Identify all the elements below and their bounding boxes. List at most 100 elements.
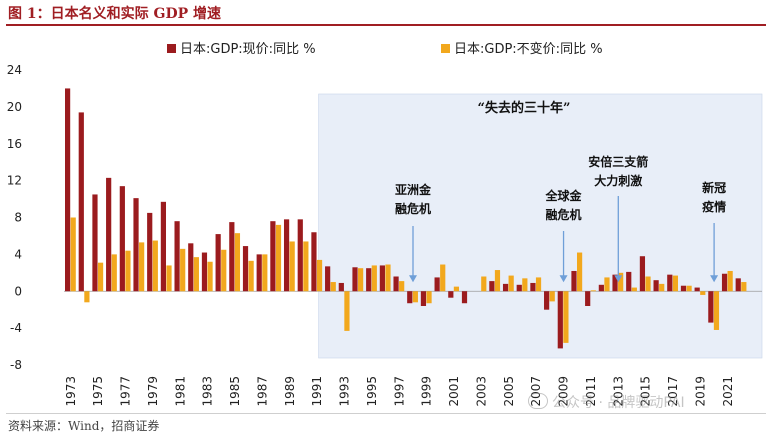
bar-nominal bbox=[489, 281, 495, 292]
annotation-covid-text: 新冠 bbox=[702, 180, 726, 195]
legend-swatch-nominal bbox=[167, 44, 176, 53]
gdp-growth-chart: 24 20 16 12 8 4 0 -4 -8 1973 1975 1977 1979 1981 1983 1… bbox=[7, 41, 763, 407]
y-tick-label: 0 bbox=[14, 284, 22, 298]
bar-nominal bbox=[434, 277, 440, 292]
bar-nominal bbox=[215, 234, 221, 292]
bar-nominal bbox=[229, 222, 235, 292]
annotation-abenomics-text: 安倍三支箭 bbox=[588, 154, 648, 169]
bar-nominal bbox=[448, 291, 454, 298]
bar-real bbox=[316, 259, 323, 292]
bar-real bbox=[440, 264, 446, 292]
x-tick-label: 1975 bbox=[91, 376, 105, 407]
bar-real bbox=[275, 224, 282, 292]
bar-real bbox=[412, 291, 418, 303]
bar-nominal bbox=[201, 252, 208, 292]
x-tick-label: 2021 bbox=[721, 376, 735, 407]
bar-nominal bbox=[256, 254, 262, 292]
bar-real bbox=[631, 287, 637, 292]
bar-real bbox=[481, 276, 487, 292]
bar-real bbox=[399, 281, 405, 292]
bar-nominal bbox=[65, 88, 71, 292]
bar-nominal bbox=[297, 219, 303, 292]
annotation-global-crisis-arrowhead bbox=[559, 275, 568, 283]
bar-real bbox=[659, 283, 665, 292]
wechat-icon bbox=[528, 393, 548, 409]
x-tick-label: 1977 bbox=[119, 376, 133, 407]
x-tick-label: 1997 bbox=[392, 376, 406, 407]
annotation-abenomics-arrowhead bbox=[614, 275, 623, 283]
y-tick-label: 16 bbox=[7, 137, 22, 151]
bar-real bbox=[385, 264, 391, 292]
bar-real bbox=[494, 270, 501, 292]
watermark: 公众号 · 品牌驱动PAI bbox=[528, 392, 685, 412]
bar-real bbox=[248, 260, 254, 292]
x-tick-label: 2001 bbox=[447, 376, 461, 407]
bar-nominal bbox=[735, 278, 741, 292]
bar-nominal bbox=[516, 284, 522, 292]
legend: 日本:GDP:现价:同比 % 日本:GDP:不变价:同比 % bbox=[167, 41, 603, 57]
bar-real bbox=[371, 265, 377, 292]
bar-real bbox=[139, 242, 145, 292]
bar-real bbox=[453, 286, 460, 292]
bar-real bbox=[672, 275, 678, 292]
bar-real bbox=[686, 285, 692, 292]
bar-real bbox=[262, 254, 268, 292]
annotation-covid-text: 疫情 bbox=[702, 199, 726, 214]
annotation-asian-crisis-arrowhead bbox=[409, 275, 417, 283]
bar-real bbox=[741, 282, 747, 292]
x-tick-label: 1993 bbox=[338, 376, 352, 407]
bar-real bbox=[604, 277, 610, 292]
source-note: 资料来源：Wind，招商证券 bbox=[8, 419, 160, 433]
bar-nominal bbox=[92, 194, 98, 292]
bar-nominal bbox=[119, 186, 125, 292]
y-tick-label: -8 bbox=[10, 358, 22, 372]
bar-real bbox=[303, 241, 309, 292]
x-tick-label: 1995 bbox=[365, 376, 379, 407]
y-tick-label: 12 bbox=[7, 174, 22, 188]
x-tick-label: 1979 bbox=[146, 376, 160, 407]
annotation-asian-crisis-text: 亚洲金 bbox=[395, 182, 432, 197]
bar-real bbox=[358, 268, 364, 292]
bar-real bbox=[330, 282, 336, 292]
bar-nominal bbox=[133, 198, 139, 292]
x-tick-label: 1973 bbox=[64, 376, 78, 407]
title-rule bbox=[6, 24, 766, 26]
bar-real bbox=[221, 249, 227, 292]
bar-real bbox=[535, 277, 542, 292]
bar-real bbox=[152, 240, 158, 292]
bar-nominal bbox=[612, 274, 618, 292]
bar-real bbox=[549, 291, 555, 302]
y-tick-label: -4 bbox=[10, 321, 22, 335]
bar-nominal bbox=[530, 282, 536, 292]
x-tick-label: 1981 bbox=[173, 376, 187, 407]
bar-nominal bbox=[420, 291, 427, 306]
bar-nominal bbox=[352, 267, 358, 292]
y-tick-label: 20 bbox=[7, 100, 22, 114]
bar-real bbox=[193, 257, 199, 292]
x-tick-label: 1999 bbox=[420, 376, 434, 407]
bar-real bbox=[125, 250, 131, 292]
x-tick-label: 1983 bbox=[201, 376, 215, 407]
bar-nominal bbox=[626, 271, 632, 292]
annotation-abenomics-text: 大力刺激 bbox=[594, 173, 642, 188]
bar-nominal bbox=[694, 287, 700, 292]
bar-nominal bbox=[461, 291, 468, 304]
shaded-period-region bbox=[318, 93, 763, 359]
bar-real bbox=[166, 265, 172, 292]
bar-nominal bbox=[106, 177, 112, 292]
x-tick-label: 1987 bbox=[255, 376, 269, 407]
bar-real bbox=[522, 278, 528, 292]
bar-nominal bbox=[680, 285, 687, 292]
bar-real bbox=[344, 291, 350, 331]
bar-real bbox=[508, 275, 514, 292]
bar-nominal bbox=[708, 291, 714, 323]
x-tick-label: 1989 bbox=[283, 376, 297, 407]
bar-layer bbox=[65, 88, 747, 349]
bar-nominal bbox=[598, 284, 604, 292]
legend-swatch-real bbox=[441, 44, 450, 53]
annotation-covid-arrowhead bbox=[710, 275, 719, 283]
bar-real bbox=[289, 241, 295, 292]
bar-real bbox=[590, 290, 596, 292]
x-tick-label: 2009 bbox=[557, 376, 571, 407]
